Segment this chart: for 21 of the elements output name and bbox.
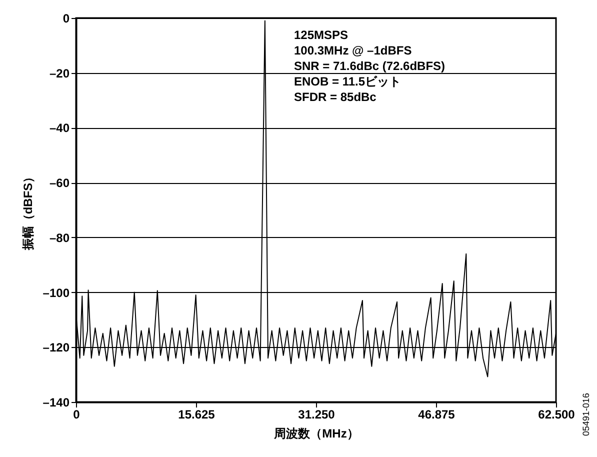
x-tick-label: 15.625 (178, 408, 216, 422)
y-tick-label: –120 (42, 340, 70, 355)
y-tick-label: –140 (42, 396, 70, 410)
annotation: 125MSPS (294, 28, 348, 42)
x-axis-title: 周波数（MHz） (273, 426, 359, 440)
annotation: 100.3MHz @ –1dBFS (294, 44, 412, 58)
y-tick-label: –60 (49, 176, 70, 190)
annotation: SFDR = 85dBc (294, 90, 377, 104)
annotation: ENOB = 11.5ビット (294, 74, 402, 88)
y-tick-label: –40 (49, 121, 70, 136)
text: 05491-016 (581, 392, 591, 436)
y-tick-label: –100 (42, 286, 70, 300)
x-tick-label: 62.500 (538, 408, 576, 422)
x-tick-label: 46.875 (418, 408, 456, 422)
y-axis-title: 振幅（dBFS） (20, 170, 35, 252)
x-tick-label: 31.250 (298, 408, 336, 422)
annotation: SNR = 71.6dBc (72.6dBFS) (294, 59, 446, 73)
y-tick-label: –20 (49, 66, 70, 80)
y-tick-label: –80 (49, 230, 70, 245)
x-tick-label: 0 (73, 408, 80, 422)
y-tick-label: 0 (62, 12, 70, 26)
